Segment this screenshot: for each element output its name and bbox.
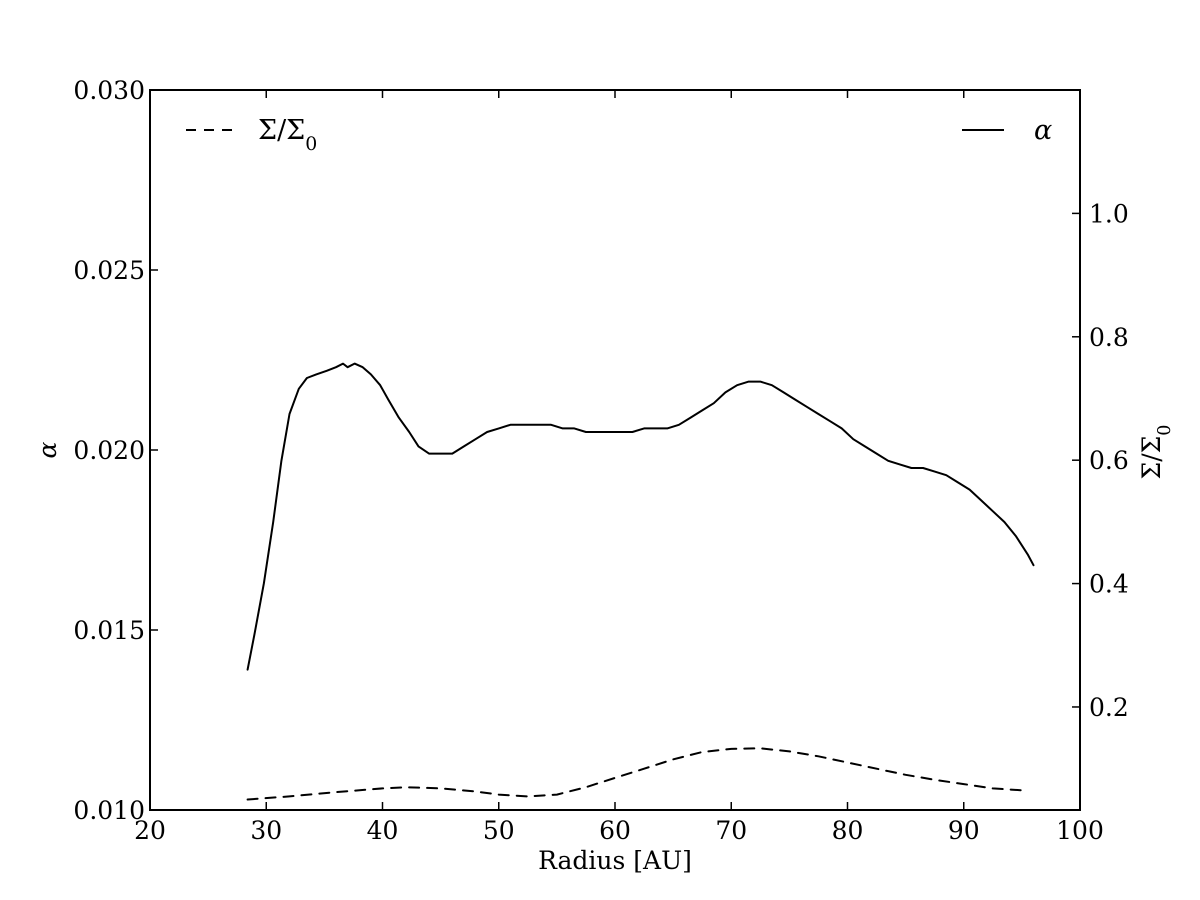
legend-alpha: α xyxy=(962,115,1052,146)
left-y-tick-label-3: 0.025 xyxy=(73,256,145,285)
x-tick-label-0: 20 xyxy=(134,816,166,845)
right-y-tick-label-3: 0.8 xyxy=(1089,323,1129,352)
left-y-tick-label-2: 0.020 xyxy=(73,436,145,465)
left-y-axis-label: α xyxy=(33,441,62,458)
series-layer xyxy=(246,362,1035,801)
series-line-sigma xyxy=(246,747,1023,801)
x-tick-label-1: 30 xyxy=(250,816,282,845)
x-axis-label: Radius [AU] xyxy=(538,846,692,875)
x-tick-label-4: 60 xyxy=(599,816,631,845)
x-tick-label-7: 90 xyxy=(948,816,980,845)
left-y-tick-label-0: 0.010 xyxy=(73,796,145,825)
legend-alpha-label: α xyxy=(1034,115,1052,146)
right-y-tick-label-4: 1.0 xyxy=(1089,199,1129,228)
x-tick-label-2: 40 xyxy=(367,816,399,845)
left-y-axis-ticks: 0.010 0.015 0.020 0.025 0.030 xyxy=(73,76,158,825)
left-y-tick-label-1: 0.015 xyxy=(73,616,145,645)
legend-sigma-label: Σ/Σ0 xyxy=(258,115,317,155)
x-tick-label-8: 100 xyxy=(1056,816,1104,845)
series-line-alpha xyxy=(246,362,1035,671)
x-tick-label-6: 80 xyxy=(832,816,864,845)
legend-sigma: Σ/Σ0 xyxy=(186,115,317,155)
right-y-tick-label-2: 0.6 xyxy=(1089,446,1129,475)
right-y-tick-label-1: 0.4 xyxy=(1089,570,1129,599)
x-tick-label-5: 70 xyxy=(715,816,747,845)
right-y-tick-label-0: 0.2 xyxy=(1089,693,1129,722)
right-y-axis-ticks: 0.2 0.4 0.6 0.8 1.0 xyxy=(1072,199,1129,722)
right-y-axis-label: Σ/Σ0 xyxy=(1137,425,1175,480)
x-tick-label-3: 50 xyxy=(483,816,515,845)
x-axis-ticks: 20 30 40 50 60 70 80 90 100 xyxy=(134,90,1104,845)
plot-area-frame xyxy=(149,89,1081,811)
left-y-tick-label-4: 0.030 xyxy=(73,76,145,105)
